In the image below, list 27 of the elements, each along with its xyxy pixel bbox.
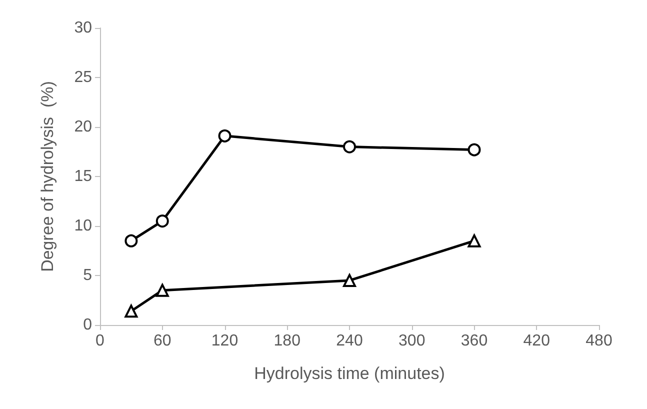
x-tick-label: 180 bbox=[274, 332, 301, 350]
point bbox=[156, 214, 169, 228]
point bbox=[124, 304, 138, 318]
x-tick-label: 420 bbox=[523, 332, 550, 350]
y-tick-label: 5 bbox=[83, 267, 92, 284]
x-tick-label: 60 bbox=[153, 332, 172, 350]
point bbox=[124, 234, 138, 248]
y-tick-label: 10 bbox=[74, 218, 92, 234]
y-tick-label: 25 bbox=[74, 69, 92, 86]
y-tick-label: 30 bbox=[74, 20, 92, 36]
point bbox=[343, 274, 356, 287]
point bbox=[218, 129, 232, 142]
x-tick-label: 120 bbox=[211, 332, 238, 350]
x-tick-label: 300 bbox=[398, 332, 426, 350]
y-tick-label: 15 bbox=[74, 168, 92, 185]
x-tick-label: 360 bbox=[460, 332, 488, 350]
y-tick-label: 0 bbox=[83, 316, 92, 334]
point bbox=[468, 234, 481, 248]
point bbox=[343, 140, 356, 154]
x-axis-title: Hydrolysis time (minutes) bbox=[254, 364, 445, 383]
y-tick-label: 20 bbox=[74, 118, 92, 136]
point bbox=[156, 284, 169, 297]
x-tick-label: 0 bbox=[96, 332, 105, 350]
x-tick-label: 480 bbox=[586, 332, 612, 350]
y-axis-title: Degree of hydrolysis (%) bbox=[38, 81, 57, 272]
x-tick-label: 240 bbox=[336, 332, 363, 350]
point bbox=[468, 143, 481, 156]
